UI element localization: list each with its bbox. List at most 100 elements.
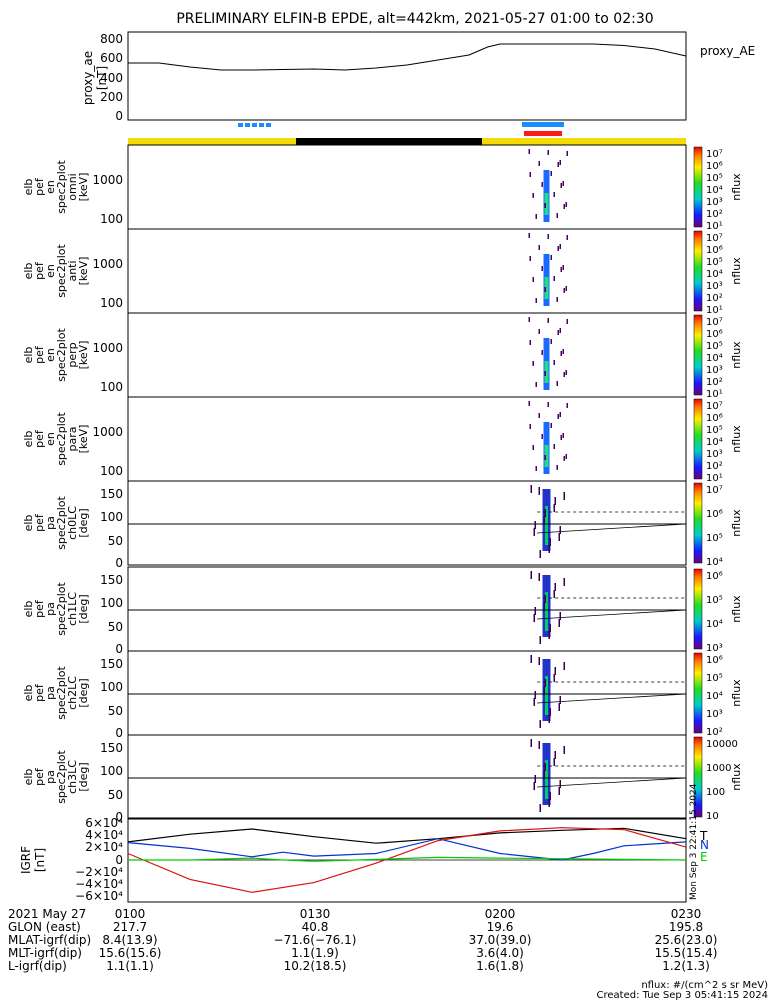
panel-ylabel-line: pa <box>44 686 57 700</box>
spectrum-speck <box>541 434 543 439</box>
colorbar-tick: 10 <box>706 811 719 822</box>
proxy-ae-line <box>128 43 687 71</box>
ae-ylabel-unit: [nT] <box>95 66 109 90</box>
pa-speck <box>558 619 560 627</box>
pa-speck <box>544 595 546 603</box>
colorbar-tick: 10³ <box>706 449 723 460</box>
panel-ylabel-line: pa <box>44 516 57 530</box>
colorbar-tick: 10⁴ <box>706 437 723 448</box>
spectrum-speck <box>566 319 568 324</box>
panel-ytick: 0 <box>115 642 123 656</box>
panel-ylabel-line: pef <box>33 767 46 786</box>
colorbar-tick: 10⁴ <box>706 691 723 702</box>
igrf-ytick: 6×10⁴ <box>85 816 123 830</box>
proxy-ae-panel: 800 600 400 200 0 proxy_ae [nT] proxy_AE <box>81 31 755 123</box>
pa-speck <box>554 751 556 759</box>
panel-ylabel-line: elb <box>22 431 35 448</box>
pa-speck <box>549 792 551 800</box>
pa-speck <box>530 739 532 747</box>
panel-frame <box>127 312 687 398</box>
colorbar-tick: 10⁵ <box>706 173 723 184</box>
panel-ylabel-line: pa <box>44 770 57 784</box>
panel-ylabel-line: [deg] <box>77 508 90 537</box>
pa-speck <box>559 696 561 704</box>
footer-value: 40.8 <box>302 920 329 934</box>
igrf-legend-e: E <box>700 850 708 864</box>
panel-ytick: 1000 <box>92 341 123 355</box>
footer-row-label: L-igrf(dip) <box>8 959 67 973</box>
event-markers <box>238 122 564 136</box>
panel-ylabel-line: pef <box>33 599 46 618</box>
panel-ytick: 150 <box>100 741 123 755</box>
spectrum-speck <box>529 340 531 345</box>
igrf-lines <box>127 827 687 893</box>
panel-frame <box>127 396 687 482</box>
footer-value: 8.4(13.9) <box>102 933 157 947</box>
panel-ytick: 100 <box>100 380 123 394</box>
panel-ylabel-line: spec2plot <box>55 750 68 804</box>
panel-ytick: 100 <box>100 510 123 524</box>
pa-speck <box>539 636 541 644</box>
pa-speck <box>534 521 536 529</box>
colorbar-unit: nflux <box>730 425 743 453</box>
footer-value: 0230 <box>671 907 702 921</box>
panel-ylabel-line: spec2plot <box>55 244 68 298</box>
panel-ylabel-line: pef <box>33 429 46 448</box>
colorbar-tick: 10³ <box>706 365 723 376</box>
pa-speck <box>559 780 561 788</box>
igrf-ytick: 4×10⁴ <box>85 828 123 842</box>
marker-dash <box>266 123 271 127</box>
spectrum-burst-core <box>544 193 549 215</box>
colorbar-tick: 10⁴ <box>706 353 723 364</box>
footer-value: 0130 <box>300 907 331 921</box>
pa-speck <box>553 674 555 682</box>
colorbar-tick: 10² <box>706 377 723 388</box>
colorbar <box>693 482 703 564</box>
footer-value: 15.5(15.4) <box>655 946 718 960</box>
colorbar-tick: 10⁶ <box>706 571 723 582</box>
colorbar-tick: 10000 <box>706 739 738 750</box>
panel-ylabel-line: pa <box>44 602 57 616</box>
colorbar-tick: 10⁵ <box>706 341 723 352</box>
panel-frame <box>127 144 687 230</box>
pa-speck <box>534 775 536 783</box>
pa-burst-core <box>545 592 548 631</box>
panel-ytick: 100 <box>100 764 123 778</box>
spectrum-speck <box>550 171 552 176</box>
panel-ylabel-line: [keV] <box>77 173 90 202</box>
footer-value: 1.6(1.8) <box>476 959 524 973</box>
panel-ylabel-line: elb <box>22 515 35 532</box>
colorbar-tick: 1000 <box>706 763 731 774</box>
footer-value: 19.6 <box>487 920 514 934</box>
spectrum-speck <box>553 360 555 365</box>
panel-ytick: 50 <box>108 704 123 718</box>
colorbar-tick: 10⁷ <box>706 233 723 244</box>
spectrum-speck <box>559 412 561 417</box>
panel-ylabel-line: [keV] <box>77 257 90 286</box>
panel-ylabel-line: spec2plot <box>55 666 68 720</box>
spectrum-speck <box>559 160 561 165</box>
pa-speck <box>533 614 535 622</box>
pa-speck <box>533 528 535 536</box>
spectrum-speck <box>559 328 561 333</box>
panel-ylabel-line: pef <box>33 683 46 702</box>
spectrum-speck <box>535 382 537 387</box>
nflux-note: nflux: #/(cm^2 s sr MeV) <box>641 980 768 991</box>
pa-burst-core <box>545 506 548 545</box>
pa-speck <box>558 703 560 711</box>
spectrum-burst-core <box>544 445 549 467</box>
panel-ylabel-line: anti <box>66 260 79 281</box>
colorbar-unit: nflux <box>730 341 743 369</box>
colorbar-tick: 10⁵ <box>706 425 723 436</box>
pa-speck <box>530 655 532 663</box>
colorbar-tick: 10⁷ <box>706 317 723 328</box>
footer-value: 195.8 <box>669 920 703 934</box>
spectrum-speck <box>563 204 565 209</box>
pa-speck <box>563 492 565 500</box>
panel-frame <box>127 650 687 736</box>
marker-science-zone <box>522 122 564 127</box>
